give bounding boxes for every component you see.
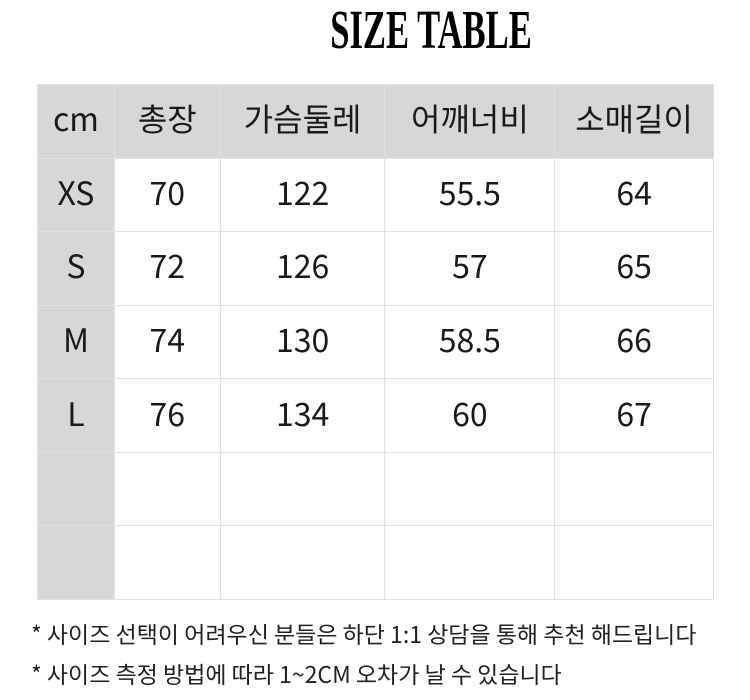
svg-text:SIZE TABLE: SIZE TABLE: [330, 0, 532, 60]
